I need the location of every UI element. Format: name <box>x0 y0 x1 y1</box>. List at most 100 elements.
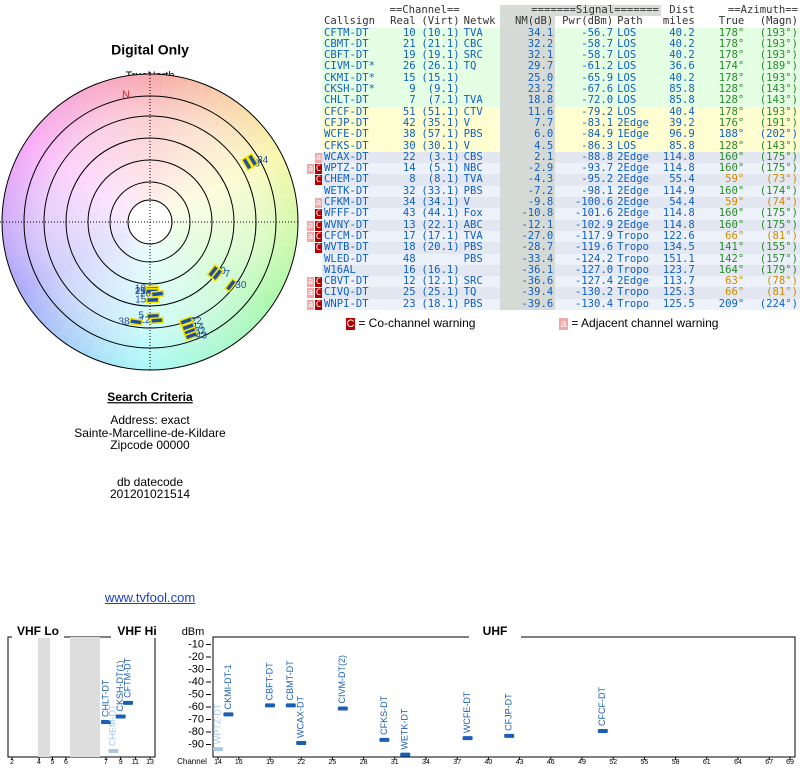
x-tick-label: 67 <box>765 759 773 766</box>
station-row: a C WVNY-DT 13 (22.1) ABC -12.1 -102.9 2Edge 114.… <box>305 219 800 231</box>
cell: Tropo <box>615 287 661 299</box>
cell: -39.4 <box>499 287 556 299</box>
cell: Tropo <box>615 264 661 277</box>
flags <box>305 140 322 152</box>
cell: TQ <box>461 287 500 299</box>
cell: (15.1) <box>417 72 462 85</box>
station-marker <box>240 156 254 172</box>
cell: (175°) <box>746 163 800 175</box>
cell: CFTM-DT <box>321 27 385 39</box>
cell: -86.3 <box>555 140 616 152</box>
cell: 96.9 <box>660 129 697 141</box>
cell: SRC <box>461 50 500 62</box>
station-label: 21 <box>135 286 147 297</box>
cell: 178° <box>696 27 747 39</box>
band-header-bg <box>111 626 163 638</box>
cell: CTV <box>461 106 500 118</box>
cell: -36.6 <box>499 276 556 288</box>
cell: WVTB-DT <box>321 242 385 254</box>
cell: 48 <box>384 253 418 265</box>
station-name: CIVM-DT(2) <box>337 655 347 704</box>
cell: 40.4 <box>660 106 697 118</box>
group-header: ==Channel== <box>384 5 462 17</box>
cell: LOS <box>615 84 661 96</box>
cell: Tropo <box>615 253 661 265</box>
flag: a <box>306 288 314 299</box>
station-bar <box>462 736 473 741</box>
station-label: 32 <box>194 326 206 337</box>
station-row: W16AL 16 (16.1) -36.1 -127.0 Tropo 123.7 164° (1… <box>305 264 800 277</box>
x-tick-label: 64 <box>734 759 742 766</box>
y-tick-label: -20 <box>188 651 204 663</box>
station-label: 5 <box>139 311 145 322</box>
station-name: CFCF-DT <box>597 687 607 726</box>
flags <box>305 72 322 85</box>
cell: (12.1) <box>417 276 462 288</box>
cell: (34.1) <box>417 197 462 209</box>
station-bar <box>265 703 275 708</box>
x-tick-label: 2 <box>10 759 14 766</box>
cell: 39.2 <box>660 117 697 130</box>
cell: (22.1) <box>417 219 462 231</box>
cell: CFKM-DT <box>321 197 385 209</box>
band-name: UHF <box>483 624 508 638</box>
cell: LOS <box>615 27 661 39</box>
cell: -33.4 <box>499 253 556 265</box>
x-tick-label: 34 <box>422 759 430 766</box>
flags: a <box>305 197 322 209</box>
column-header: (Virt) <box>417 16 462 28</box>
station-row: CHLT-DT 7 (7.1) TVA 18.8 -72.0 LOS 85.8 128° (143… <box>305 95 800 107</box>
cell: (20.1) <box>417 242 462 254</box>
cell: 6.0 <box>499 129 556 141</box>
x-tick-label: 11 <box>132 759 139 766</box>
cell: -67.6 <box>555 84 616 96</box>
flags <box>305 117 322 130</box>
y-tick-label: -50 <box>188 688 204 700</box>
cell: 7 <box>384 95 418 107</box>
cell: 128° <box>696 84 747 96</box>
cell: 18 <box>384 242 418 254</box>
cell: -98.1 <box>555 185 616 198</box>
station-name: CFKS-DT <box>379 695 389 734</box>
cell: NBC <box>461 163 500 175</box>
cell: -127.4 <box>555 276 616 288</box>
cell: 13 <box>384 219 418 231</box>
cell: Tropo <box>615 298 661 311</box>
cell: WCAX-DT <box>321 151 385 164</box>
cell: V <box>461 197 500 209</box>
station-name: CFJP-DT <box>504 693 514 731</box>
flags <box>305 106 322 118</box>
station-name: CBMT-DT <box>285 660 295 700</box>
cell: (224°) <box>746 298 800 311</box>
cell: V <box>461 117 500 130</box>
station-row: WCFE-DT 38 (57.1) PBS 6.0 -84.9 1Edge 96.9 188°(… <box>305 129 800 141</box>
station-marker <box>246 152 259 168</box>
flag: C <box>314 175 322 186</box>
x-tick-label: 22 <box>297 759 305 766</box>
cell: 114.9 <box>660 185 697 198</box>
y-tick-label: -30 <box>188 663 204 675</box>
station-bar <box>123 700 133 705</box>
y-axis-label: dBm <box>182 626 205 638</box>
cell: -84.9 <box>555 129 616 141</box>
cell: 113.7 <box>660 276 697 288</box>
cell: CFCF-DT <box>321 106 385 118</box>
cell: CIVQ-DT <box>321 287 385 299</box>
cell: (51.1) <box>417 106 462 118</box>
group-header: =======Signal======= <box>499 5 661 17</box>
station-label: 34 <box>257 155 269 166</box>
title: Digital Only <box>111 42 189 58</box>
station-row: a CFKM-DT 34 (34.1) V -9.8 -100.6 2Edge 54.4 59°(… <box>305 197 800 209</box>
cell: -7.2 <box>499 185 556 198</box>
cell: 14 <box>384 163 418 175</box>
column-header: (Magn) <box>746 16 800 28</box>
cell: 9 <box>384 84 418 96</box>
link[interactable]: www.tvfool.com <box>104 590 196 605</box>
cell: 29.7 <box>499 61 556 73</box>
cell: 18.8 <box>499 95 556 107</box>
station-bar <box>296 741 307 745</box>
cell: PBS <box>461 185 500 198</box>
